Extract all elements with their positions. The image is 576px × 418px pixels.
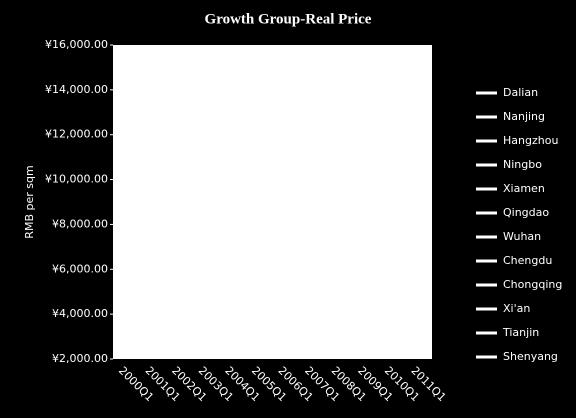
- y-tick-label: ¥10,000.00: [45, 173, 108, 186]
- y-tick-label: ¥12,000.00: [45, 128, 108, 141]
- legend-label: Tianjin: [502, 326, 539, 339]
- legend-label: Xi'an: [503, 302, 530, 315]
- legend-label: Chongqing: [503, 278, 562, 291]
- y-tick-label: ¥16,000.00: [45, 38, 108, 51]
- legend-label: Dalian: [503, 86, 538, 99]
- y-tick-label: ¥8,000.00: [52, 217, 108, 230]
- legend-label: Wuhan: [503, 230, 541, 243]
- legend-label: Shenyang: [503, 350, 558, 363]
- legend-label: Xiamen: [503, 182, 545, 195]
- legend-label: Hangzhou: [503, 134, 558, 147]
- y-tick-label: ¥4,000.00: [52, 307, 108, 320]
- legend-label: Nanjing: [503, 110, 545, 123]
- y-tick-label: ¥6,000.00: [52, 262, 108, 275]
- chart-title: Growth Group-Real Price: [205, 11, 372, 27]
- plot-area: [113, 45, 432, 359]
- legend-label: Qingdao: [503, 206, 549, 219]
- legend-label: Ningbo: [503, 158, 542, 171]
- y-axis-label: RMB per sqm: [23, 165, 36, 238]
- y-tick-label: ¥14,000.00: [45, 83, 108, 96]
- y-tick-label: ¥2,000.00: [52, 352, 108, 365]
- legend-label: Chengdu: [503, 254, 552, 267]
